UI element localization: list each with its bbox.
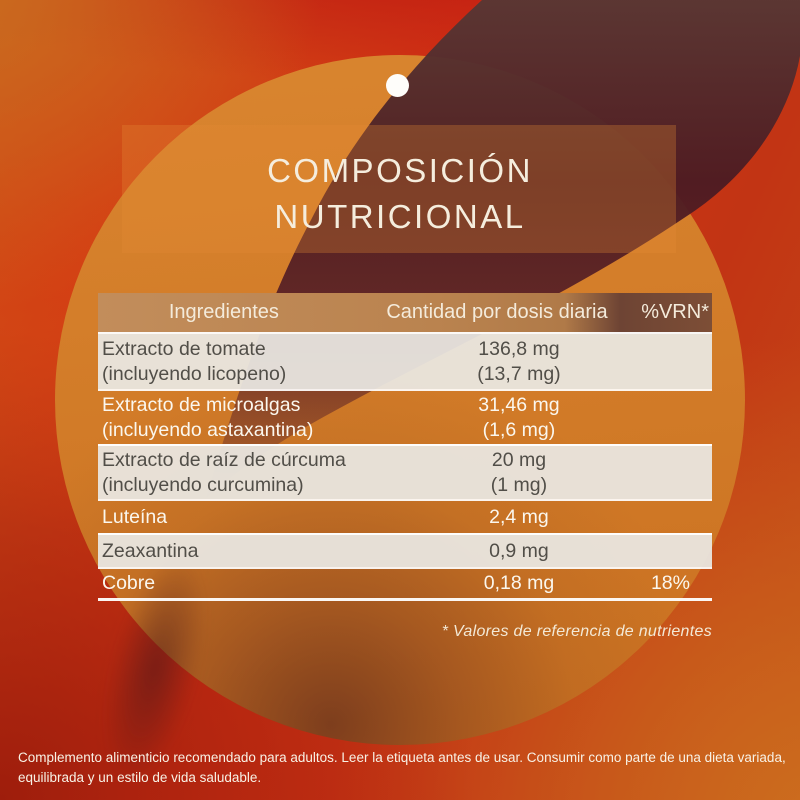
cell-amount: 31,46 mg (1,6 mg) [478,393,560,441]
cell-ingredient: Extracto de tomate (incluyendo licopeno) [102,337,287,385]
header-amount: Cantidad por dosis diaria [386,301,608,323]
table-row: Cobre 0,18 mg 18% [98,567,712,601]
white-dot-marker [386,74,409,97]
disclaimer-text: Complemento alimenticio recomendado para… [18,750,786,785]
table-row: Zeaxantina 0,9 mg [98,533,712,567]
table-row: Extracto de raíz de cúrcuma (incluyendo … [98,444,712,499]
cell-ingredient: Cobre [102,572,156,595]
header-ingredients: Ingredientes [168,301,279,323]
vrn-footnote: * Valores de referencia de nutrientes [441,623,712,640]
cell-amount: 20 mg (1 mg) [490,448,548,496]
cell-ingredient: Extracto de microalgas (incluyendo astax… [102,393,314,441]
cell-ingredient: Luteína [102,505,168,528]
header-vrn: %VRN* [641,301,709,323]
page-title-line1: COMPOSICIÓN [267,152,533,189]
cell-amount: 136,8 mg (13,7 mg) [477,337,561,385]
nutrition-table: Ingredientes Cantidad por dosis diaria %… [98,293,712,601]
page-title: COMPOSICIÓN NUTRICIONAL [0,148,800,240]
table-row: Extracto de tomate (incluyendo licopeno)… [98,334,712,389]
table-row: Extracto de microalgas (incluyendo astax… [98,389,712,444]
cell-vrn: 18% [650,572,690,595]
cell-amount: 0,9 mg [489,539,549,562]
title-translucent-band [122,125,676,253]
table-row: Luteína 2,4 mg [98,499,712,533]
cell-amount: 2,4 mg [489,505,549,528]
page-title-line2: NUTRICIONAL [274,198,526,235]
cell-ingredient: Zeaxantina [102,539,199,562]
cell-ingredient: Extracto de raíz de cúrcuma (incluyendo … [102,448,346,496]
table-header-row: Ingredientes Cantidad por dosis diaria %… [98,293,712,334]
cell-amount: 0,18 mg [483,572,555,595]
